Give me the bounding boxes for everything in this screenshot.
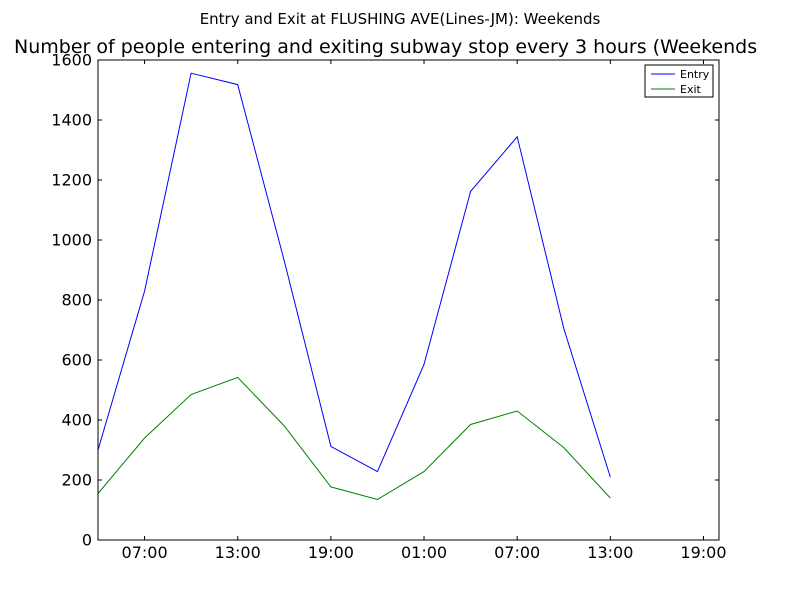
y-tick-label: 1600	[51, 51, 92, 70]
y-tick-label: 0	[82, 531, 92, 550]
plot-background	[98, 60, 719, 540]
y-tick-label: 200	[61, 471, 92, 490]
y-tick-label: 1400	[51, 111, 92, 130]
legend-box	[644, 64, 714, 98]
x-tick-label: 07:00	[494, 543, 540, 562]
plot-area: 0 200 400 600 800 1000 1200 1400 1600 07:00 13:00 1…	[51, 51, 726, 563]
x-tick-label: 19:00	[308, 543, 354, 562]
chart-title: Number of people entering and exiting su…	[14, 36, 757, 58]
x-tick-label: 19:00	[680, 543, 726, 562]
legend: Entry Exit	[644, 64, 714, 98]
chart-suptitle: Entry and Exit at FLUSHING AVE(Lines-JM)…	[200, 10, 601, 28]
x-tick-label: 13:00	[215, 543, 261, 562]
plot-frame	[97, 59, 720, 541]
legend-label-entry: Entry	[680, 68, 710, 81]
series-line-entry	[97, 72, 611, 478]
x-tick-label: 01:00	[401, 543, 447, 562]
y-tick-label: 1000	[51, 231, 92, 250]
x-tick-label: 07:00	[122, 543, 168, 562]
y-tick-label: 400	[61, 411, 92, 430]
x-tick-label: 13:00	[587, 543, 633, 562]
tick-layer: 0 200 400 600 800 1000 1200 1400 1600 07:00 13:00 1…	[51, 51, 726, 563]
y-tick-label: 1200	[51, 171, 92, 190]
series-line-exit	[97, 376, 611, 501]
y-tick-label: 800	[61, 291, 92, 310]
legend-label-exit: Exit	[680, 83, 702, 96]
y-tick-label: 600	[61, 351, 92, 370]
